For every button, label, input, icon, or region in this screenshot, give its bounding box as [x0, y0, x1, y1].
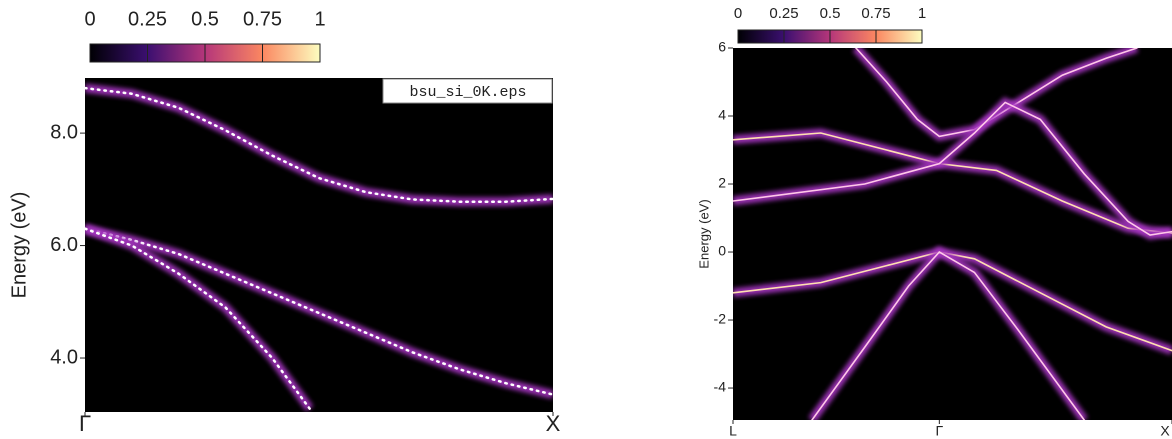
colorbar-tick-label: 0.75: [861, 5, 890, 22]
y-tick-label: 8.0: [50, 121, 78, 143]
annotation-box: [382, 78, 553, 104]
colorbar-tick-label: 0.75: [243, 8, 282, 30]
colorbar-tick-label: 1: [918, 5, 926, 22]
colorbar-tick-label: 1: [314, 8, 325, 30]
y-tick-label: -2: [714, 311, 727, 327]
bands: [733, 48, 1172, 420]
x-tick-label: Γ: [935, 423, 943, 439]
x-tick-label: X: [1160, 423, 1170, 439]
plot-background: [733, 48, 1172, 420]
y-tick-label: 2: [718, 175, 726, 191]
annotation: bsu_si_0K.eps: [409, 84, 526, 101]
band-line: [811, 251, 1085, 420]
y-tick-label: -4: [714, 379, 727, 395]
y-axis-label: Energy (eV): [696, 199, 711, 268]
band-line: [733, 251, 1172, 352]
colorbar-tick-label: 0.25: [128, 8, 167, 30]
y-axis-label: Energy (eV): [8, 192, 30, 299]
y-tick-label: 6.0: [50, 234, 78, 256]
x-tick-label: L: [729, 423, 737, 439]
x-tick-label: X: [546, 411, 561, 436]
colorbar-tick-label: 0.5: [191, 8, 219, 30]
y-tick-label: 0: [718, 243, 726, 259]
band-line: [733, 101, 1172, 236]
y-tick-label: 6: [718, 39, 726, 55]
band-line: [85, 227, 553, 396]
colorbar-tick-label: 0: [84, 8, 95, 30]
y-tick-label: 4.0: [50, 346, 78, 368]
colorbar-tick-label: 0.5: [820, 5, 841, 22]
colorbar-tick-label: 0: [734, 5, 742, 22]
x-tick-label: Γ: [79, 411, 91, 436]
bands: [85, 83, 553, 412]
band-line: [85, 86, 553, 203]
y-tick-label: 4: [718, 107, 726, 123]
colorbar-tick-label: 0.25: [769, 5, 798, 22]
band-line: [85, 227, 311, 410]
